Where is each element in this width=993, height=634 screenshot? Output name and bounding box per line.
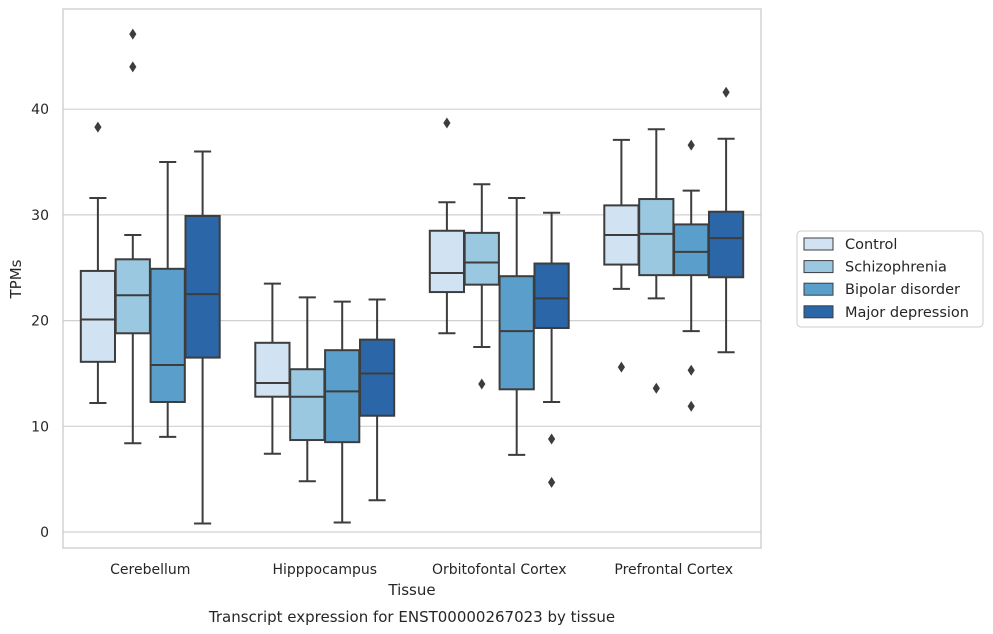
box-orbitofontal-cortex-control bbox=[428, 117, 466, 335]
box-orbitofontal-cortex-schizophrenia bbox=[463, 183, 500, 390]
box-prefrontal-cortex-bipolar-disorder bbox=[673, 139, 710, 412]
y-tick-label-10: 10 bbox=[31, 419, 49, 435]
box-iqr bbox=[673, 223, 710, 277]
outlier-point bbox=[478, 378, 486, 390]
legend-swatch bbox=[803, 237, 834, 251]
legend-item-control: Control bbox=[803, 237, 897, 253]
box-cerebellum-schizophrenia bbox=[114, 28, 151, 445]
box-iqr bbox=[358, 338, 396, 417]
legend: Control Schizophrenia Bipolar disorder Majo… bbox=[796, 230, 984, 328]
plot-area-frame bbox=[62, 8, 762, 549]
box-hipppocampus-bipolar-disorder bbox=[324, 300, 361, 524]
chart-caption: Transcript expression for ENST0000026702… bbox=[208, 608, 615, 626]
legend-item-bipolar-disorder: Bipolar disorder bbox=[803, 282, 960, 298]
outlier-point bbox=[548, 433, 556, 445]
y-tick-label-0: 0 bbox=[40, 525, 49, 541]
y-tick-label-30: 30 bbox=[31, 208, 49, 224]
box-hipppocampus-control bbox=[254, 282, 291, 455]
box-iqr bbox=[184, 214, 221, 359]
x-tick-label-prefrontal-cortex: Prefrontal Cortex bbox=[614, 562, 733, 578]
legend-label: Control bbox=[845, 237, 897, 253]
box-hipppocampus-major-depression bbox=[358, 298, 396, 502]
box-iqr bbox=[428, 229, 466, 294]
legend-label: Bipolar disorder bbox=[845, 282, 960, 298]
legend-label: Major depression bbox=[845, 305, 969, 321]
box-iqr bbox=[463, 231, 500, 286]
outlier-point bbox=[722, 86, 730, 98]
box-cerebellum-major-depression bbox=[184, 150, 221, 525]
outlier-point bbox=[687, 139, 695, 151]
outlier-point bbox=[687, 400, 695, 412]
y-axis-label: TPMs bbox=[7, 259, 25, 299]
legend-item-schizophrenia: Schizophrenia bbox=[803, 260, 947, 276]
x-tick-label-hipppocampus: Hipppocampus bbox=[272, 562, 377, 578]
box-prefrontal-cortex-major-depression bbox=[707, 86, 745, 354]
box-iqr bbox=[79, 269, 117, 363]
outlier-point bbox=[443, 117, 451, 129]
box-orbitofontal-cortex-bipolar-disorder bbox=[498, 196, 535, 456]
box-iqr bbox=[638, 198, 675, 277]
outlier-point bbox=[687, 364, 695, 376]
legend-swatch bbox=[803, 305, 834, 319]
y-tick-label-40: 40 bbox=[31, 102, 49, 118]
box-iqr bbox=[498, 275, 535, 391]
y-tick-labels: 0 10 20 30 40 bbox=[31, 102, 49, 541]
box-prefrontal-cortex-schizophrenia bbox=[638, 128, 675, 394]
box-iqr bbox=[533, 262, 570, 329]
box-iqr bbox=[289, 368, 326, 442]
legend-item-major-depression: Major depression bbox=[803, 305, 969, 321]
box-iqr bbox=[324, 349, 361, 444]
outlier-point bbox=[129, 61, 137, 73]
box-cerebellum-bipolar-disorder bbox=[149, 161, 186, 438]
box-iqr bbox=[149, 267, 186, 403]
outlier-point bbox=[652, 382, 660, 394]
legend-swatch bbox=[803, 260, 834, 274]
box-cerebellum-control bbox=[79, 121, 117, 405]
legend-label: Schizophrenia bbox=[845, 260, 947, 276]
box-hipppocampus-schizophrenia bbox=[289, 296, 326, 483]
box-iqr bbox=[254, 341, 291, 398]
outlier-point bbox=[94, 121, 102, 133]
legend-frame bbox=[796, 230, 984, 328]
box-prefrontal-cortex-control bbox=[603, 138, 640, 373]
outlier-point bbox=[129, 28, 137, 40]
box-iqr bbox=[707, 210, 745, 279]
x-tick-label-cerebellum: Cerebellum bbox=[110, 562, 190, 578]
outlier-point bbox=[548, 476, 556, 488]
outlier-point bbox=[617, 361, 625, 373]
x-tick-labels: Cerebellum Hipppocampus Orbitofontal Corte… bbox=[110, 562, 733, 578]
box-iqr bbox=[114, 258, 151, 335]
y-tick-label-20: 20 bbox=[31, 314, 49, 330]
box-series-layer bbox=[79, 28, 745, 525]
x-tick-label-orbitofontal-cortex: Orbitofontal Cortex bbox=[432, 562, 567, 578]
box-orbitofontal-cortex-major-depression bbox=[533, 211, 570, 488]
x-axis-label: Tissue bbox=[387, 581, 435, 599]
legend-swatch bbox=[803, 282, 834, 296]
